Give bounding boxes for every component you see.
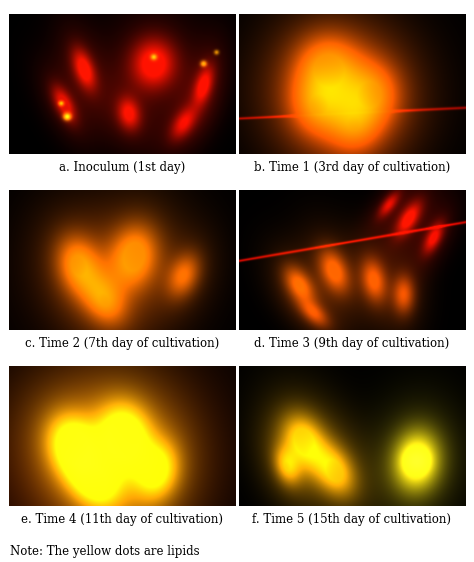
Text: c. Time 2 (7th day of cultivation): c. Time 2 (7th day of cultivation): [25, 337, 219, 350]
Text: f. Time 5 (15th day of cultivation): f. Time 5 (15th day of cultivation): [253, 514, 451, 527]
Text: e. Time 4 (11th day of cultivation): e. Time 4 (11th day of cultivation): [21, 514, 223, 527]
Text: b. Time 1 (3rd day of cultivation): b. Time 1 (3rd day of cultivation): [254, 161, 450, 174]
Text: a. Inoculum (1st day): a. Inoculum (1st day): [59, 161, 185, 174]
Text: d. Time 3 (9th day of cultivation): d. Time 3 (9th day of cultivation): [255, 337, 449, 350]
Text: Note: The yellow dots are lipids: Note: The yellow dots are lipids: [10, 545, 200, 558]
